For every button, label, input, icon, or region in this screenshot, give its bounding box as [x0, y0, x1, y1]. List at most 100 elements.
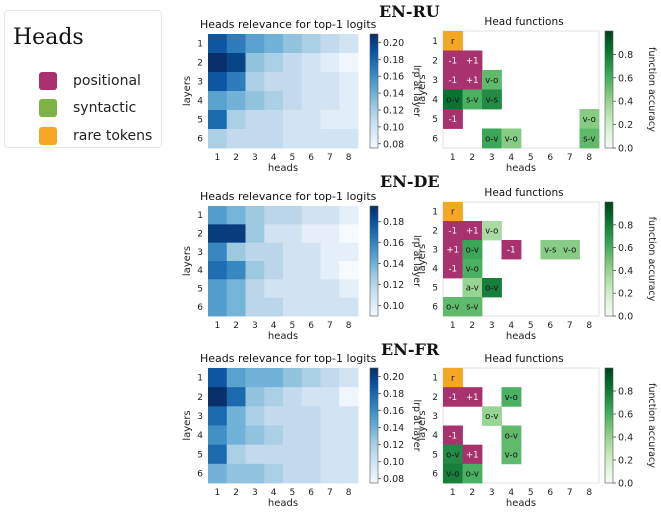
functions-2-colorbar-ticklabel-0.8: 0.8 — [618, 387, 633, 398]
relevance-2-colorbar-ticklabel-0.16: 0.16 — [383, 406, 404, 417]
relevance-1-cell — [283, 224, 303, 244]
functions-1-colorbar-band — [605, 307, 613, 311]
relevance-2-cell — [245, 463, 265, 484]
functions-0-cell-label-5-8: v-o — [583, 115, 596, 125]
functions-2-colorbar-ticklabel-0.0: 0.0 — [618, 479, 633, 490]
relevance-2-colorbar-band — [370, 385, 378, 389]
functions-0-colorbar-band — [605, 80, 613, 85]
relevance-2-cell — [320, 368, 340, 388]
relevance-0-title: Heads relevance for top-1 logits — [200, 18, 377, 31]
relevance-0-colorbar-band — [370, 71, 378, 75]
relevance-2-colorbar-band — [370, 393, 378, 398]
relevance-1-ytick-2: 2 — [197, 230, 203, 240]
legend-title: Heads — [13, 25, 84, 50]
functions-2-colorbar-band — [605, 428, 613, 432]
functions-0-cell-3-3 — [482, 70, 502, 90]
relevance-2-colorbar-ticklabel-0.20: 0.20 — [383, 372, 404, 383]
relevance-1-cell — [264, 224, 284, 244]
functions-2-colorbar-band — [605, 405, 613, 409]
functions-2-colorbar-ticklabel-0.2: 0.2 — [618, 456, 633, 467]
functions-1-colorbar-band — [605, 204, 613, 209]
relevance-0-ytick-4: 4 — [197, 97, 203, 107]
functions-2-xtick-1: 1 — [450, 488, 456, 498]
relevance-2-colorbar-band — [370, 465, 378, 470]
relevance-1-colorbar-band — [370, 283, 378, 287]
relevance-2-ylabel: layers — [182, 410, 193, 440]
relevance-1-colorbar-band — [370, 294, 378, 298]
relevance-2-colorbar-label: lrp at layer — [411, 400, 422, 452]
functions-1-cell-3-2 — [462, 240, 483, 260]
relevance-0-colorbar-ticklabel-0.20: 0.20 — [383, 38, 404, 49]
relevance-1-cell — [264, 206, 284, 225]
functions-0-colorbar-band — [605, 127, 613, 132]
relevance-1-cell — [208, 297, 228, 317]
functions-0-colorbar-band — [605, 95, 613, 99]
functions-2-cell-label-4-1: -1 — [449, 431, 457, 441]
relevance-0-colorbar-band — [370, 99, 378, 103]
relevance-0-colorbar-band — [370, 68, 378, 72]
relevance-0-colorbar-band — [370, 96, 378, 101]
functions-2-cell-label-6-2: o-v — [466, 470, 479, 480]
relevance-2-ytick-3: 3 — [197, 412, 203, 422]
functions-0-colorbar-band — [605, 130, 613, 134]
functions-2-colorbar-ticklabel-0.6: 0.6 — [618, 410, 633, 421]
relevance-0-ytick-6: 6 — [197, 135, 203, 145]
functions-1-colorbar-ticklabel-0.2: 0.2 — [618, 289, 633, 300]
functions-1-cell-3-1 — [443, 240, 463, 260]
functions-1-colorbar-ticklabel-0.6: 0.6 — [618, 243, 633, 254]
relevance-1-title: Heads relevance for top-1 logits — [200, 190, 377, 203]
relevance-1-ytick-1: 1 — [197, 211, 203, 221]
functions-1-ytick-3: 3 — [432, 246, 438, 256]
relevance-0-colorbar-band — [370, 113, 378, 118]
functions-1-colorbar-band — [605, 256, 613, 260]
relevance-0-cell — [339, 53, 359, 73]
relevance-0-cell — [283, 129, 303, 149]
relevance-2-colorbar-band — [370, 370, 378, 375]
relevance-1-colorbar-band — [370, 277, 378, 281]
relevance-1-colorbar-band — [370, 261, 378, 265]
functions-2-cell-label-2-4: v-o — [505, 393, 518, 403]
relevance-1-colorbar-band — [370, 214, 378, 218]
functions-2-colorbar-band — [605, 471, 613, 475]
relevance-0-cell — [283, 91, 303, 111]
relevance-0-colorbar-band — [370, 142, 378, 146]
relevance-1-cell — [339, 297, 359, 317]
relevance-1-colorbar-frame — [369, 205, 379, 317]
relevance-0-ytick-1: 1 — [197, 40, 203, 50]
relevance-1-colorbar-band — [370, 247, 378, 251]
relevance-1-cell — [264, 279, 284, 299]
functions-1-cell-label-3-7: v-o — [563, 246, 576, 256]
functions-2-colorbar-band — [605, 388, 613, 392]
relevance-2-colorbar-band — [370, 477, 378, 481]
relevance-2-xtick-2: 2 — [233, 488, 239, 498]
functions-1-colorbar-band — [605, 244, 613, 249]
functions-1-colorbar-band — [605, 207, 613, 212]
relevance-1-cell — [339, 279, 359, 299]
relevance-0-cell — [264, 129, 284, 149]
relevance-2-colorbar-band — [370, 419, 378, 424]
functions-1-ytick-4: 4 — [432, 265, 438, 275]
relevance-0-colorbar-band — [370, 59, 378, 64]
relevance-1-xtick-6: 6 — [308, 321, 314, 331]
relevance-2-cell — [245, 444, 265, 465]
functions-0-xtick-4: 4 — [508, 153, 514, 163]
relevance-2-cell — [339, 444, 359, 465]
syntactic-swatch — [39, 99, 57, 117]
functions-0-colorbar-band — [605, 69, 613, 73]
functions-0-colorbar-band — [605, 104, 613, 108]
functions-0-cell-label-2-1: -1 — [449, 56, 457, 66]
functions-0-colorbar-band — [605, 115, 613, 120]
relevance-0-cell — [226, 53, 246, 73]
relevance-0-cell — [226, 110, 246, 130]
relevance-1-colorbar-band — [370, 233, 378, 237]
relevance-0-cell — [264, 110, 284, 130]
functions-2-colorbar-band — [605, 414, 613, 418]
functions-1-cell-6-2 — [462, 297, 483, 317]
relevance-2-colorbar-band — [370, 373, 378, 378]
functions-1-colorbar-band — [605, 219, 613, 223]
functions-0-colorbar-ticklabel-0.4: 0.4 — [618, 97, 633, 108]
relevance-1-cell — [245, 206, 265, 225]
relevance-2-cell — [339, 368, 359, 388]
functions-0-colorbar-ticklabel-0.8: 0.8 — [618, 50, 633, 61]
relevance-2-ytick-4: 4 — [197, 431, 203, 441]
